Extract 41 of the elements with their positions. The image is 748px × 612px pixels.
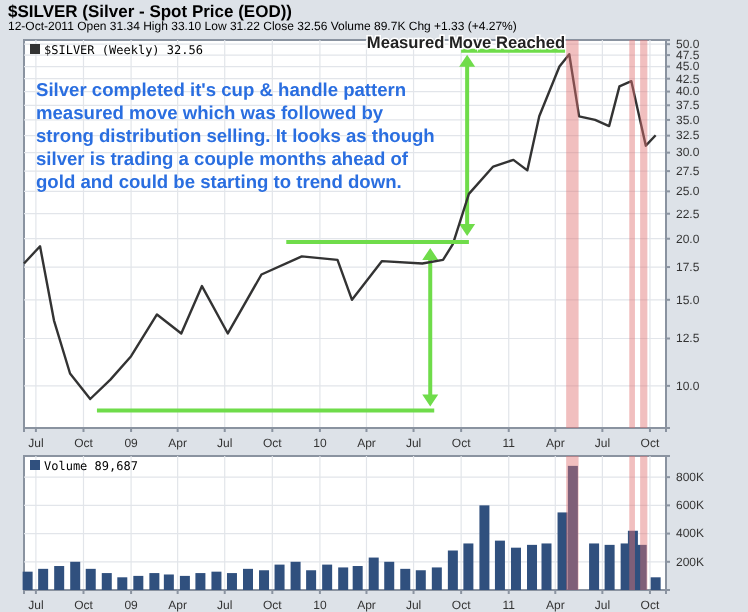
bar <box>133 575 144 590</box>
bar <box>368 557 379 590</box>
bar <box>650 577 661 590</box>
bar <box>479 505 490 590</box>
bar <box>195 573 206 590</box>
bar <box>211 571 222 590</box>
bar <box>510 547 521 590</box>
bar <box>306 570 317 590</box>
bar <box>179 575 190 590</box>
bar <box>415 570 426 590</box>
bar <box>163 574 174 590</box>
bar <box>322 564 333 590</box>
bar <box>352 566 363 590</box>
bar <box>54 566 65 590</box>
bar <box>527 544 538 590</box>
bar <box>243 568 253 590</box>
bar <box>541 543 552 590</box>
bar <box>447 550 458 590</box>
bar <box>589 543 600 590</box>
bar <box>384 561 395 590</box>
bar <box>226 573 237 590</box>
bar <box>463 543 474 590</box>
bar <box>494 540 505 590</box>
bar <box>400 568 411 590</box>
chart-title: $SILVER (Silver - Spot Price (EOD)) <box>8 1 293 21</box>
bar <box>38 568 49 590</box>
bar <box>70 561 81 590</box>
bar <box>22 571 33 590</box>
bar <box>85 568 96 590</box>
bar <box>259 570 270 590</box>
annotation: Silver completed it's cup & handle pattern measured move which was followed by strong distribution selling. It looks as though silver is trading a couple months ahead of gold and could be starting to trend down. <box>36 80 436 192</box>
bar <box>338 567 349 590</box>
bar <box>604 544 615 590</box>
bar <box>101 573 112 590</box>
bar <box>117 577 128 590</box>
bar <box>431 567 442 590</box>
line-series <box>22 53 657 401</box>
bar <box>274 564 285 590</box>
bar <box>149 573 160 590</box>
annotation: Measured Move Reached <box>366 31 566 52</box>
bar <box>290 561 301 590</box>
